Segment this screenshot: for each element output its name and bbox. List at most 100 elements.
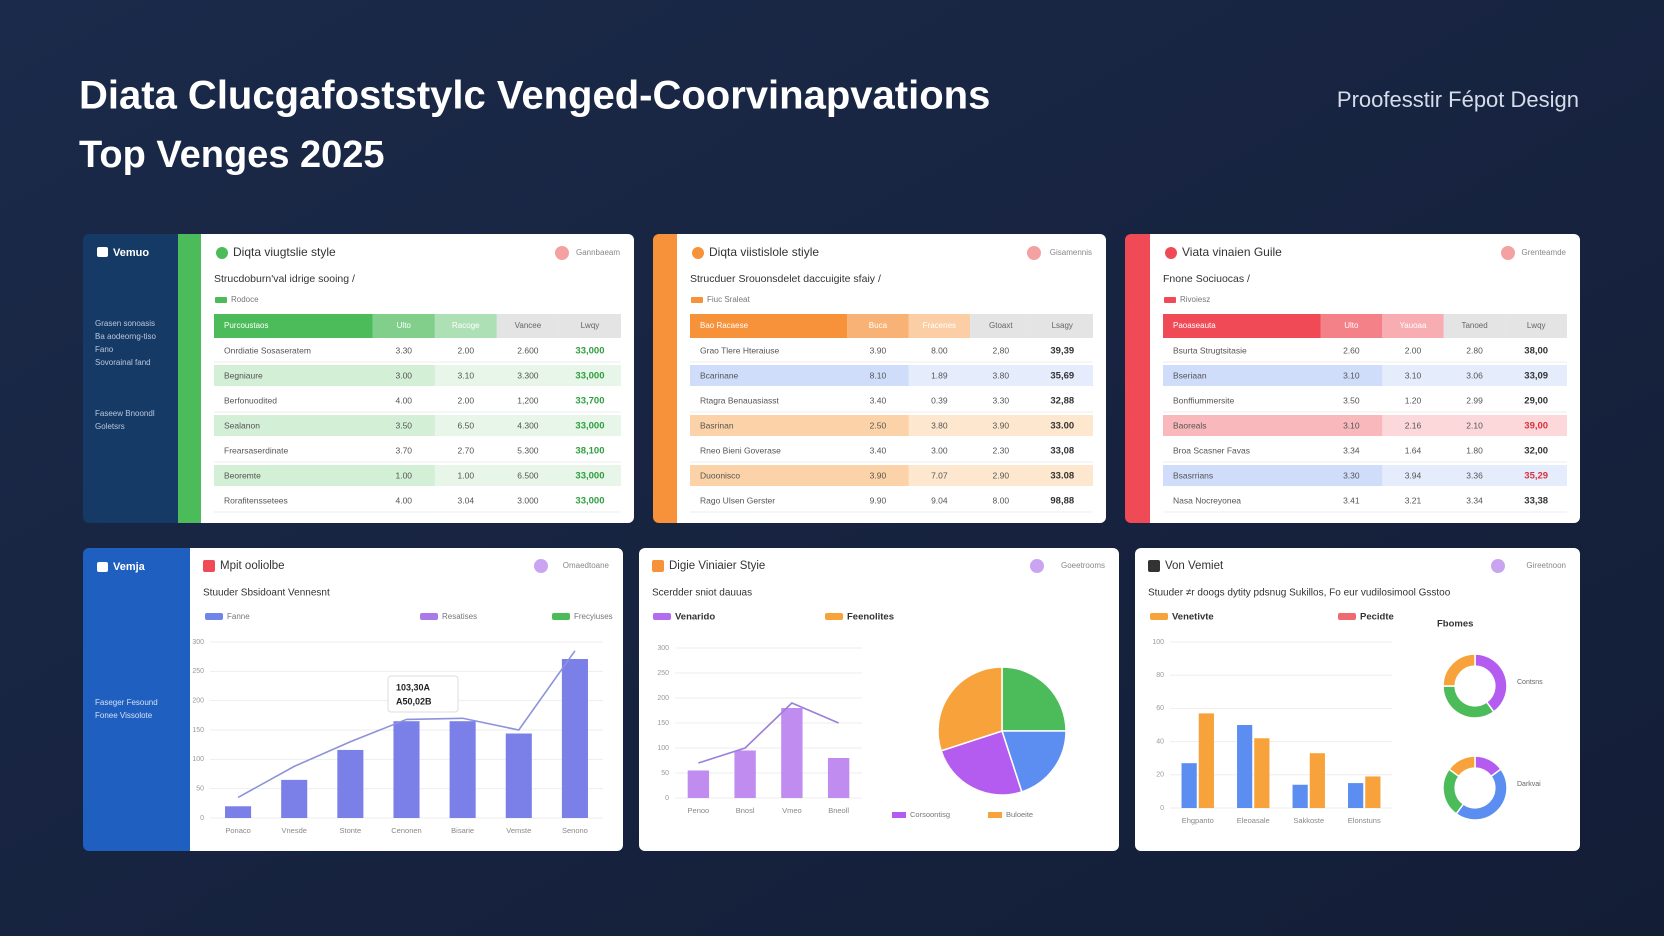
cell: Begniaure [224,370,263,380]
accent-strip [1125,234,1158,523]
cell: 29,00 [1524,396,1548,407]
column-header: Buca [869,321,888,330]
panel-title: Diqta viugtslie style [233,245,336,259]
cell: 33,09 [1524,371,1548,382]
header-cell [1320,314,1383,338]
cell: 33.08 [1050,471,1074,482]
row-highlight-lead [690,415,909,436]
badge: Gannbaeam [576,248,620,257]
legend-label: Rivoiesz [1180,295,1210,304]
side-panel [83,548,198,851]
y-tick-label: 300 [192,639,204,646]
y-tick-label: 0 [1160,805,1164,812]
y-tick-label: 0 [200,815,204,822]
legend-label: Venetivte [1172,612,1214,623]
side-text: Sovorainal fand [95,358,151,367]
cell: Rneo Bieni Goverase [700,445,781,455]
legend-label: Rodoce [231,295,259,304]
badge-icon [1027,246,1041,260]
cell: 9.90 [870,495,887,505]
legend-label: Pecidte [1360,612,1394,623]
title: Diata Clucgafoststylc Venged-Coorvinapva… [79,74,990,118]
cell: 35,29 [1524,471,1548,482]
cell: 1.80 [1466,445,1483,455]
title-icon [692,247,704,259]
cell: 3.70 [395,445,412,455]
y-tick-label: 100 [657,745,669,752]
pie-slice [940,730,1023,796]
header-cell [970,314,1032,338]
y-tick-label: 80 [1156,672,1164,679]
side-text: Faseew Bnoondl [95,409,155,418]
y-tick-label: 150 [657,720,669,727]
card-edge [1150,234,1158,523]
y-tick-label: 100 [192,756,204,763]
y-tick-label: 200 [192,698,204,705]
chart-label: Contsns [1517,679,1543,686]
title-icon [216,247,228,259]
cell: 33,700 [575,396,604,407]
bar [1292,784,1308,808]
bar [337,749,364,818]
y-tick-label: 250 [192,668,204,675]
side-text: Faseger Fesound [95,698,158,707]
column-header: Tanoed [1461,321,1487,330]
x-tick-label: Ponaco [225,826,250,835]
cell: 1.00 [395,470,412,480]
header-cell [434,314,497,338]
trend-line [237,650,576,799]
x-tick-label: Cenonen [391,826,421,835]
column-header: Yauoaa [1399,321,1427,330]
side-text: Fano [95,345,114,354]
cell: 32,88 [1050,396,1074,407]
y-tick-label: 200 [657,695,669,702]
y-tick-label: 150 [192,727,204,734]
bar [1237,725,1253,808]
cell: 9.04 [931,495,948,505]
card-edge [201,234,209,523]
cell: 0.39 [931,395,948,405]
header-cell [558,314,621,338]
cell: 3.30 [1343,470,1360,480]
cell: 2.70 [458,445,475,455]
x-tick-label: Elonstuns [1348,816,1381,825]
legend-label: Fiuc Sraleat [707,295,750,304]
badge-icon [1491,559,1505,573]
legend-label: Resatises [442,612,477,621]
cell: 33.00 [1050,421,1074,432]
column-header: Ulto [1344,321,1359,330]
cell: 2.600 [517,345,539,355]
panel-subtitle: Strucdoburn'val idrige sooing / [214,273,355,285]
badge-icon [1030,559,1044,573]
cell: 8.00 [993,495,1010,505]
panel-title: Mpit ooliolbe [220,560,285,572]
cell: 33,000 [575,346,604,357]
side-text: Fonee Vissolote [95,711,153,720]
title-icon [652,560,664,572]
cell: 4.00 [395,395,412,405]
annotation-box [387,675,459,713]
cell: 3.41 [1343,495,1360,505]
cell: Rorafitenssetees [224,495,288,505]
cell: Rago Ulsen Gerster [700,495,775,505]
cell: 2.00 [458,345,475,355]
panel-title: Von Vemiet [1165,560,1224,572]
row-highlight-lead [1163,465,1383,486]
legend-swatch [691,297,703,303]
cell: 3.00 [931,445,948,455]
pie-slice [1001,666,1067,732]
bar [225,806,252,818]
cell: 33,000 [575,371,604,382]
cell: 3.80 [931,420,948,430]
cell: 3.10 [1343,420,1360,430]
cell: 33,08 [1050,446,1074,457]
cell: 4.300 [517,420,539,430]
side-text: Goletsrs [95,422,125,431]
x-tick-label: Vemste [506,826,531,835]
cell: 3.90 [993,420,1010,430]
cell: Sealanon [224,420,260,430]
cell: 3.10 [458,370,475,380]
cell: 3.00 [395,370,412,380]
column-header: Fracenes [923,321,956,330]
y-tick-label: 40 [1156,738,1164,745]
